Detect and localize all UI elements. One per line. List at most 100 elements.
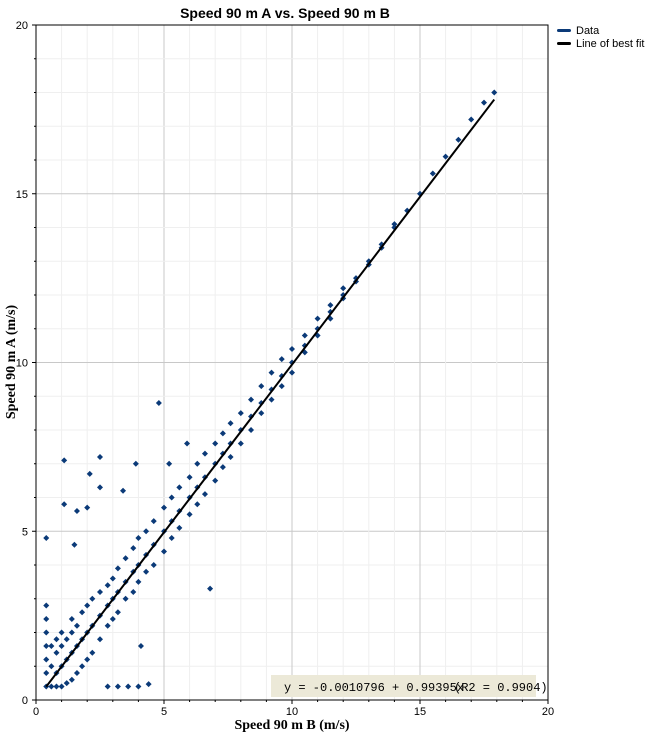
data-point — [135, 578, 142, 585]
data-point — [53, 683, 60, 690]
data-point — [43, 602, 50, 609]
data-point — [53, 636, 60, 643]
y-tick-label: 0 — [22, 695, 28, 707]
data-point — [48, 683, 55, 690]
data-point — [150, 562, 157, 568]
data-point — [340, 285, 347, 292]
data-point — [73, 508, 80, 514]
r2-text: (R2 = 0.9904) — [454, 681, 548, 695]
data-point — [145, 681, 152, 688]
data-point — [109, 616, 116, 622]
data-point — [161, 548, 167, 555]
data-point — [120, 487, 127, 494]
legend-swatch-fit — [557, 42, 571, 45]
data-point — [168, 494, 175, 501]
equation-box: y = -0.0010796 + 0.99395x (R2 = 0.9904) — [271, 675, 548, 697]
data-point — [289, 369, 295, 376]
data-point — [166, 460, 173, 467]
data-point — [161, 504, 167, 511]
data-point — [289, 346, 295, 352]
data-point — [212, 440, 219, 447]
data-point — [219, 430, 226, 437]
data-point — [109, 575, 116, 582]
y-tick-label: 5 — [22, 526, 28, 538]
data-point — [194, 501, 201, 508]
data-point — [201, 450, 208, 457]
data-point — [314, 315, 321, 322]
data-point — [48, 643, 55, 649]
data-point — [186, 511, 193, 518]
data-point — [176, 524, 183, 531]
data-point — [68, 629, 75, 636]
data-point — [89, 595, 96, 602]
data-point — [227, 420, 234, 427]
data-point — [237, 410, 244, 417]
data-point — [184, 440, 191, 447]
data-point — [43, 643, 50, 649]
y-tick-label: 20 — [16, 20, 28, 32]
data-point — [104, 683, 111, 690]
data-point — [248, 396, 255, 403]
data-point — [442, 153, 449, 160]
equation-text: y = -0.0010796 + 0.99395x — [284, 681, 464, 695]
data-points — [43, 89, 498, 690]
x-tick-label: 20 — [542, 706, 554, 718]
data-point — [219, 464, 226, 471]
data-point — [84, 656, 91, 663]
grid — [36, 25, 548, 700]
data-point — [207, 585, 214, 592]
data-point — [68, 676, 75, 683]
data-point — [58, 683, 65, 690]
data-point — [63, 636, 70, 643]
data-point — [327, 302, 334, 309]
data-point — [468, 116, 475, 123]
data-point — [201, 491, 208, 498]
x-tick-label: 0 — [33, 706, 39, 718]
chart-title: Speed 90 m A vs. Speed 90 m B — [180, 5, 390, 21]
data-point — [97, 636, 103, 643]
data-point — [104, 622, 111, 629]
data-point — [53, 649, 60, 656]
data-point — [58, 643, 65, 649]
data-point — [248, 427, 255, 433]
x-tick-label: 5 — [161, 706, 167, 718]
data-point — [43, 656, 50, 663]
data-point — [63, 680, 70, 687]
data-point — [97, 484, 103, 491]
data-point — [481, 99, 487, 106]
data-point — [186, 474, 193, 481]
data-point — [43, 535, 50, 541]
data-point — [391, 221, 398, 228]
data-point — [122, 555, 129, 562]
y-tick-label: 15 — [16, 189, 28, 201]
data-point — [71, 541, 78, 548]
data-point — [227, 454, 234, 460]
data-point — [168, 535, 175, 541]
data-point — [114, 565, 121, 572]
data-point — [61, 457, 68, 464]
data-point — [84, 504, 91, 511]
legend: Data Line of best fit — [557, 25, 645, 50]
data-point — [73, 670, 80, 676]
data-point — [258, 410, 265, 417]
data-point — [104, 582, 111, 589]
data-point — [48, 663, 55, 670]
data-point — [43, 629, 50, 636]
data-point — [132, 460, 139, 467]
data-point — [212, 477, 219, 484]
data-point — [43, 616, 50, 622]
data-point — [155, 400, 162, 406]
data-point — [97, 589, 103, 595]
data-point — [491, 89, 498, 96]
data-point — [143, 568, 150, 575]
data-point — [194, 460, 201, 467]
data-point — [61, 501, 68, 508]
data-point — [278, 383, 285, 390]
data-point — [278, 356, 285, 363]
data-point — [268, 369, 275, 376]
data-point — [114, 683, 121, 690]
y-tick-label: 10 — [16, 358, 28, 370]
x-tick-label: 15 — [414, 706, 426, 718]
data-point — [258, 383, 265, 390]
